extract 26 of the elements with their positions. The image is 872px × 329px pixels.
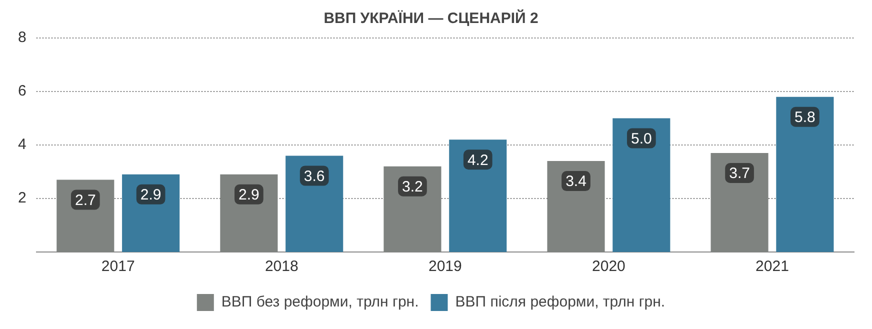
data-label: 5.8 [794, 108, 816, 126]
bar [449, 140, 507, 252]
data-label: 2.9 [238, 186, 260, 204]
bar [776, 96, 834, 252]
chart-title: ВВП УКРАЇНИ — СЦЕНАРІЙ 2 [324, 9, 538, 28]
bar [612, 118, 670, 252]
x-tick-label: 2020 [592, 258, 626, 276]
bar [286, 156, 344, 252]
data-label: 2.9 [140, 186, 162, 204]
data-label: 3.7 [729, 165, 750, 182]
data-label: 5.0 [630, 130, 652, 148]
data-label: 4.2 [467, 152, 488, 169]
y-tick-label: 6 [18, 82, 26, 100]
legend-label: ВВП після реформи, трлн грн. [455, 294, 666, 311]
data-label: 3.4 [566, 173, 586, 190]
x-tick-label: 2017 [101, 258, 135, 276]
y-tick-label: 8 [18, 29, 26, 46]
x-tick-label: 2021 [756, 258, 789, 276]
y-tick-label: 2 [18, 190, 26, 207]
data-label: 3.2 [402, 178, 423, 196]
x-tick-label: 2019 [428, 258, 462, 276]
data-label: 3.6 [304, 168, 325, 185]
data-label: 2.7 [74, 192, 96, 209]
x-tick-label: 2018 [264, 258, 298, 276]
legend-label: ВВП без реформи, трлн грн. [221, 294, 419, 311]
y-tick-label: 4 [18, 136, 26, 154]
